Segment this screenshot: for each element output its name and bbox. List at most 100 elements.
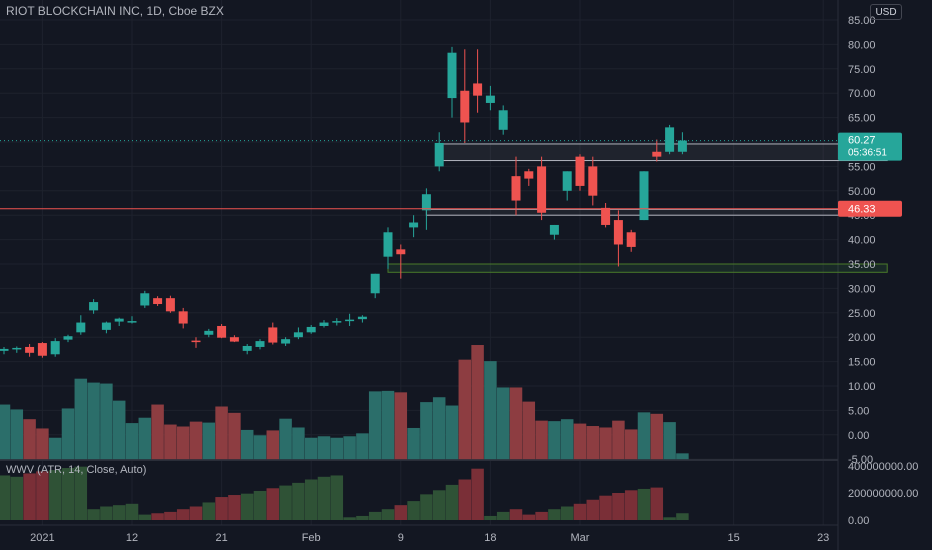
volume-bar-41 (522, 401, 536, 460)
candlestick-series (0, 46, 687, 358)
candle-body-47 (601, 207, 611, 225)
wwv-bar-34 (432, 490, 446, 520)
volume-bar-17 (215, 406, 228, 460)
wwv-bar-50 (637, 488, 651, 520)
wwv-bar-11 (138, 514, 152, 520)
volume-bar-43 (548, 421, 561, 460)
y-tick-label-7: 50.00 (848, 186, 876, 198)
price-reference-lines (0, 140, 838, 210)
y-tick-label-10: 35.00 (848, 259, 876, 271)
wwv-bar-44 (560, 506, 574, 520)
wwv-bar-39 (496, 511, 510, 520)
candle-body-24 (306, 326, 316, 333)
candle-body-42 (537, 166, 547, 213)
candle-body-30 (383, 232, 393, 257)
candle-body-38 (485, 95, 495, 103)
wwv-bar-38 (484, 515, 497, 520)
x-tick-label-4: 9 (398, 532, 404, 544)
volume-bar-1 (10, 409, 24, 460)
candle-body-31 (396, 249, 406, 255)
candle-body-26 (332, 321, 342, 323)
candle-body-11 (140, 293, 150, 306)
volume-bar-4 (48, 437, 62, 460)
wwv-bar-7 (87, 509, 100, 520)
volume-bar-2 (23, 419, 36, 460)
candle-body-4 (50, 341, 60, 355)
candle-body-16 (204, 330, 214, 335)
volume-bar-35 (445, 405, 459, 460)
wwv-bar-13 (164, 511, 177, 520)
volume-bar-5 (61, 408, 75, 460)
wwv-bar-25 (317, 476, 331, 520)
volume-bar-24 (304, 437, 318, 460)
volume-bar-12 (151, 404, 164, 460)
zone-box-1 (425, 208, 888, 216)
wwv-bar-40 (509, 509, 523, 520)
candle-body-50 (639, 171, 649, 221)
wwv-bar-9 (112, 505, 126, 520)
x-tick-label-5: 18 (484, 532, 496, 544)
x-tick-label-3: Feb (302, 532, 321, 544)
candle-body-10 (127, 321, 137, 323)
volume-bar-45 (573, 423, 587, 460)
currency-button[interactable]: USD (870, 4, 902, 20)
wwv-bar-6 (74, 466, 88, 520)
wwv-bar-52 (663, 517, 676, 520)
wwv-bar-8 (100, 506, 113, 520)
volume-bar-34 (432, 397, 446, 460)
wwv-bar-1 (10, 476, 24, 520)
bar-countdown: 05:36:51 (848, 148, 887, 159)
candle-body-22 (281, 339, 291, 344)
volume-bar-26 (330, 437, 344, 460)
candle-body-2 (25, 346, 35, 353)
volume-bar-32 (407, 427, 420, 460)
wwv-bar-30 (381, 509, 395, 520)
volume-bar-25 (317, 436, 331, 460)
y-tick-label-12: 25.00 (848, 308, 876, 320)
candle-body-48 (613, 220, 623, 245)
candle-body-53 (677, 140, 687, 152)
volume-bars (0, 345, 689, 460)
volume-bar-14 (176, 426, 190, 460)
candle-body-18 (229, 337, 239, 342)
volume-bar-42 (535, 420, 548, 460)
volume-bar-38 (484, 361, 497, 460)
wwv-bar-10 (125, 503, 139, 520)
time-axis[interactable]: 2021 12 21 Feb 9 18 Mar 15 23 (30, 532, 829, 544)
wwv-bar-0 (0, 475, 11, 520)
wwv-bar-32 (407, 501, 420, 520)
y-tick-label-13: 20.00 (848, 332, 876, 344)
zone-box-2 (387, 263, 888, 273)
candle-body-43 (549, 224, 559, 235)
volume-bar-40 (509, 387, 523, 460)
y-tick-label-18: -5.00 (848, 454, 873, 466)
level-price-value: 46.33 (848, 204, 876, 216)
volume-bar-23 (292, 427, 305, 460)
x-tick-label-0: 2021 (30, 532, 54, 544)
level-price-tag (838, 200, 902, 217)
candle-body-44 (562, 171, 572, 191)
volume-bar-15 (189, 421, 203, 460)
volume-bar-21 (266, 430, 280, 460)
candle-body-23 (293, 332, 303, 338)
candle-body-15 (191, 340, 201, 343)
candle-body-14 (178, 311, 188, 324)
volume-bar-53 (676, 453, 689, 460)
wwv-bar-36 (458, 479, 472, 520)
volume-bar-46 (586, 426, 600, 460)
candle-body-1 (12, 347, 22, 350)
candle-body-34 (434, 142, 444, 167)
volume-bar-31 (394, 392, 408, 460)
candle-body-17 (217, 325, 227, 338)
x-tick-label-8: 23 (817, 532, 829, 544)
candle-body-19 (242, 345, 252, 351)
candle-body-46 (588, 166, 598, 196)
candle-body-32 (409, 222, 419, 228)
volume-bar-50 (637, 412, 651, 460)
wwv-bar-35 (445, 484, 459, 520)
volume-bar-7 (87, 382, 100, 460)
y-tick-label-3: 70.00 (848, 88, 876, 100)
wwv-bar-48 (612, 493, 625, 520)
